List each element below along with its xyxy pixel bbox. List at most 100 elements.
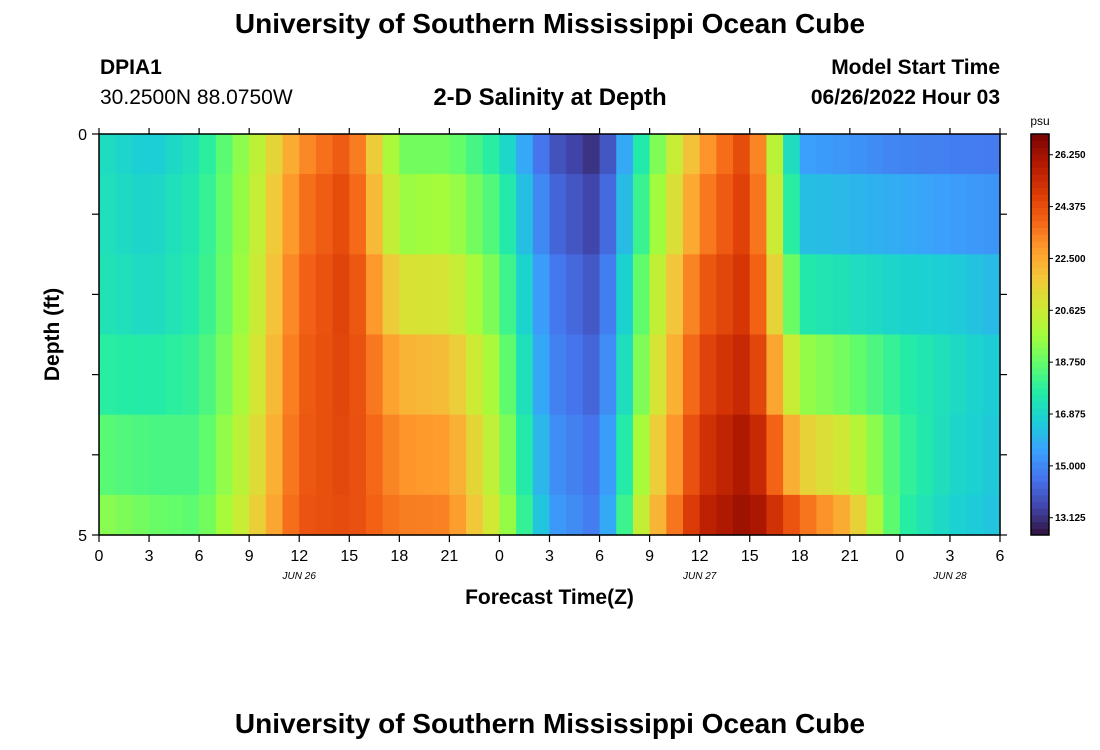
heatmap-cell <box>766 134 784 175</box>
heatmap-cell <box>516 174 534 255</box>
heatmap-cell <box>399 414 417 496</box>
heatmap-cell <box>866 134 884 175</box>
heatmap-cell <box>566 134 584 175</box>
heatmap-cell <box>115 414 133 496</box>
colorbar-segment <box>1031 274 1049 282</box>
heatmap-cell <box>149 134 167 175</box>
heatmap-cell <box>399 334 417 416</box>
heatmap-cell <box>833 334 851 416</box>
heatmap-cell <box>699 174 717 255</box>
station-id: DPIA1 <box>100 56 162 79</box>
heatmap-cell <box>232 494 250 536</box>
heatmap-cell <box>532 494 551 536</box>
heatmap-cell <box>766 334 784 416</box>
heatmap-cell <box>432 334 450 416</box>
heatmap-cell <box>149 174 167 255</box>
heatmap-cell <box>599 174 617 255</box>
heatmap-cell <box>949 494 968 536</box>
heatmap-cell <box>332 254 350 336</box>
heatmap-cell <box>165 134 184 175</box>
heatmap-cell <box>299 134 317 175</box>
heatmap-cell <box>482 254 501 336</box>
heatmap-cell <box>733 174 751 255</box>
colorbar-tick-label: 15.000 <box>1055 461 1086 472</box>
heatmap-cell <box>482 334 501 416</box>
colorbar: 26.250 24.375 22.500 20.625 18.750 16.875 15.0… <box>1030 133 1086 536</box>
plot-title: 2-D Salinity at Depth <box>433 84 667 111</box>
heatmap-cell <box>382 334 400 416</box>
heatmap-cell <box>449 334 467 416</box>
heatmap-cell <box>616 174 634 255</box>
page-title: University of Southern Mississippi Ocean… <box>234 8 866 39</box>
heatmap-cell <box>132 254 150 336</box>
heatmap-cell <box>949 254 968 336</box>
heatmap-cell <box>733 134 751 175</box>
heatmap-cell <box>99 254 117 336</box>
heatmap-cell <box>199 174 217 255</box>
colorbar-segment <box>1031 334 1049 342</box>
heatmap-cell <box>299 174 317 255</box>
colorbar-segment <box>1031 488 1049 496</box>
heatmap-cell <box>449 254 467 336</box>
heatmap-cell <box>783 174 801 255</box>
heatmap-cell <box>332 134 350 175</box>
heatmap-cell <box>149 494 167 536</box>
heatmap-cell <box>265 134 284 175</box>
heatmap-cell <box>532 414 551 496</box>
colorbar-unit-label: psu <box>1030 114 1049 128</box>
colorbar-segment <box>1031 521 1049 529</box>
heatmap-cell <box>299 254 317 336</box>
heatmap-cell <box>532 334 551 416</box>
heatmap-cell <box>416 134 434 175</box>
heatmap-cell <box>299 334 317 416</box>
axes: 0 3 6 9 12 15 18 21 0 3 6 9 12 15 18 21 0 3 6 JUN 26 JUN 27 J… <box>78 127 1007 582</box>
heatmap-cell <box>649 334 667 416</box>
x-tick-label: 18 <box>791 548 809 565</box>
heatmap-cell <box>115 174 133 255</box>
heatmap-cell <box>716 174 734 255</box>
colorbar-segment <box>1031 160 1049 168</box>
colorbar-tick-label: 13.125 <box>1055 513 1086 524</box>
heatmap-cell <box>883 254 901 336</box>
heatmap-cell <box>466 254 484 336</box>
heatmap-cell <box>132 134 150 175</box>
heatmap-cell <box>966 254 984 336</box>
x-tick-label: 12 <box>691 548 709 565</box>
heatmap-cell <box>482 174 501 255</box>
heatmap-cell <box>716 494 734 536</box>
heatmap-cell <box>749 494 768 536</box>
colorbar-segment <box>1031 341 1049 349</box>
colorbar-segment <box>1031 214 1049 222</box>
heatmap-cell <box>916 414 934 496</box>
heatmap-cell <box>282 334 300 416</box>
heatmap-cell <box>966 134 984 175</box>
heatmap-cell <box>416 174 434 255</box>
colorbar-segment <box>1031 294 1049 302</box>
heatmap-cell <box>816 174 834 255</box>
heatmap-cell <box>833 414 851 496</box>
heatmap-cell <box>382 174 400 255</box>
heatmap-cell <box>682 494 701 536</box>
colorbar-tick-label: 22.500 <box>1055 254 1086 265</box>
colorbar-segment <box>1031 454 1049 462</box>
heatmap-cell <box>332 494 350 536</box>
heatmap-cell <box>866 174 884 255</box>
heatmap-cell <box>816 134 834 175</box>
heatmap-cell <box>582 134 601 175</box>
heatmap-cell <box>582 334 601 416</box>
heatmap-cell <box>399 254 417 336</box>
heatmap-cell <box>232 414 250 496</box>
heatmap-cell <box>566 334 584 416</box>
heatmap-cell <box>182 334 200 416</box>
heatmap-cell <box>99 494 117 536</box>
heatmap-cell <box>165 254 184 336</box>
heatmap-cell <box>232 334 250 416</box>
x-tick-label: 6 <box>195 548 204 565</box>
heatmap-cell <box>149 334 167 416</box>
colorbar-segment <box>1031 414 1049 422</box>
model-start-label: Model Start Time <box>831 56 1000 79</box>
heatmap-cell <box>432 494 450 536</box>
heatmap-cell <box>549 414 567 496</box>
heatmap-cell <box>149 414 167 496</box>
heatmap-cell <box>899 254 918 336</box>
